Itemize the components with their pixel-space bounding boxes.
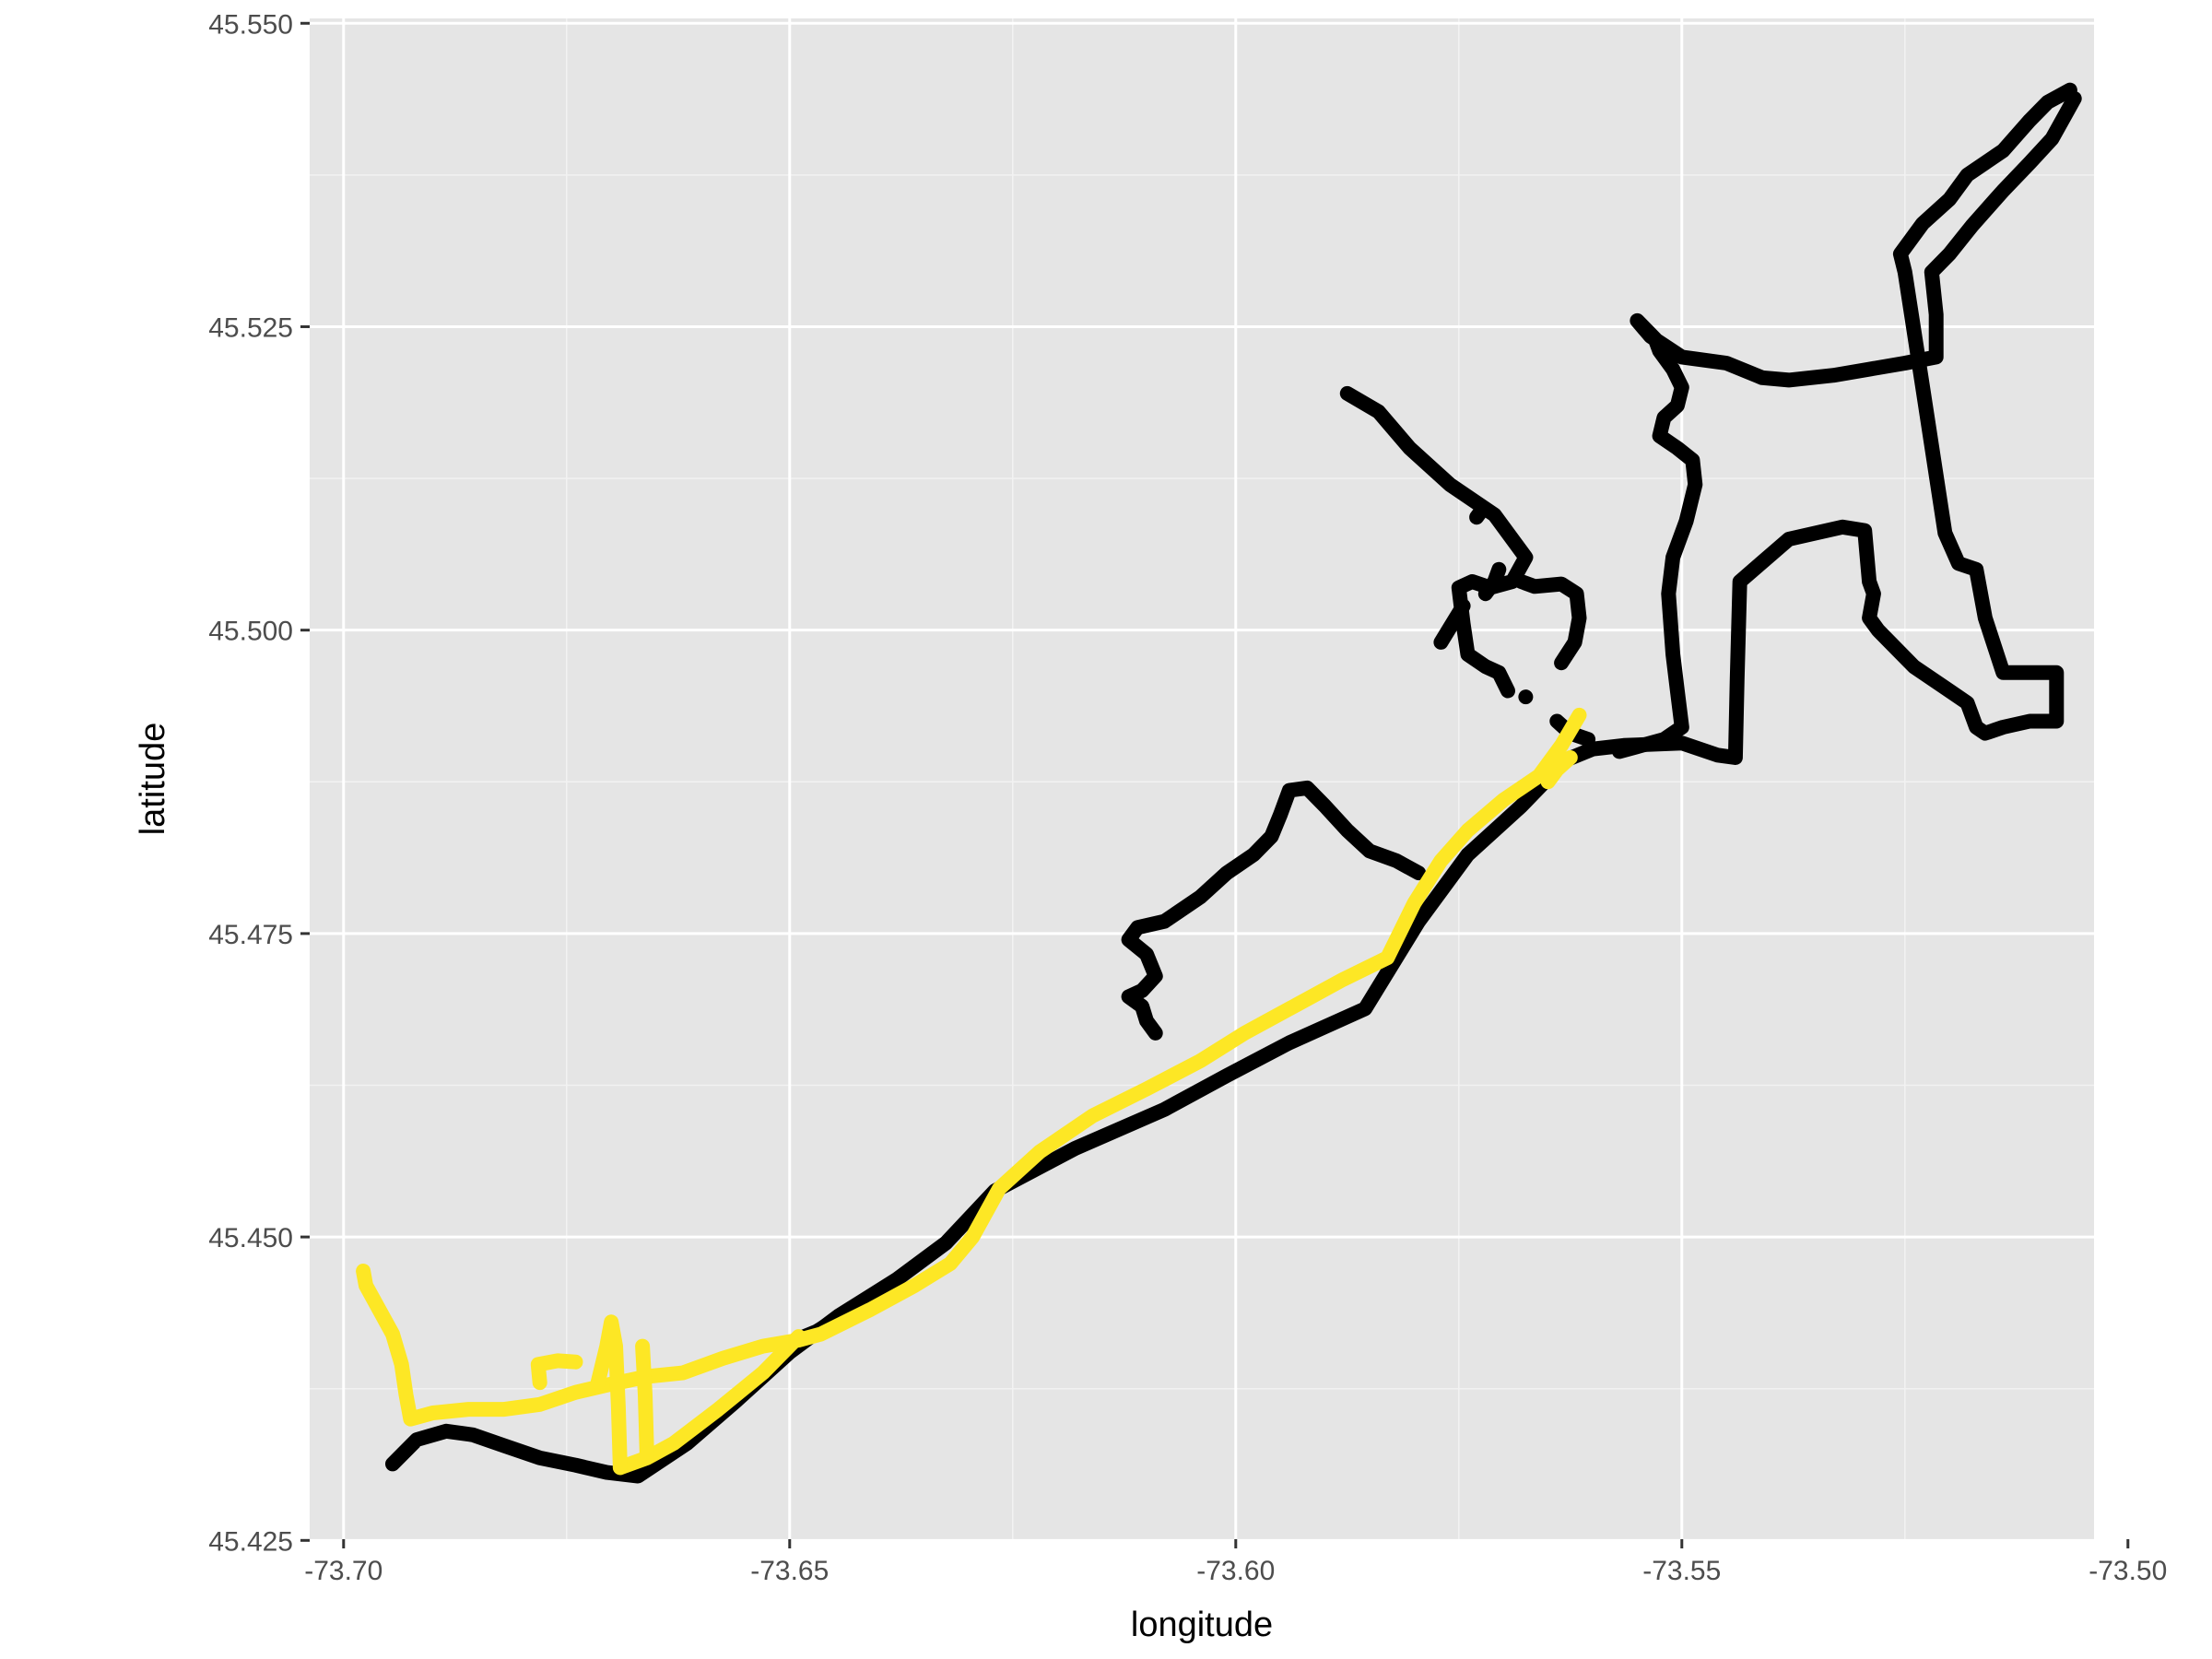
track-line — [1433, 598, 1471, 650]
y-tick-label: 45.425 — [208, 1526, 293, 1557]
y-tick-label: 45.500 — [208, 617, 293, 647]
x-axis-title: longitude — [1131, 1606, 1273, 1644]
track-line — [530, 1353, 583, 1391]
track-line — [1513, 574, 1587, 671]
y-axis-title: latitude — [134, 723, 172, 836]
track-line — [1121, 780, 1427, 1041]
track-line — [1612, 90, 2082, 759]
axes: -73.70 -73.65 -73.60 -73.55 -73.50 45.425 45.4… — [208, 9, 2167, 1586]
track-line — [1477, 561, 1507, 602]
track-line — [635, 1338, 654, 1464]
data-layer — [356, 82, 2082, 1484]
plot-panel — [310, 18, 2094, 1539]
track-line — [1469, 503, 1488, 525]
track-line — [590, 1314, 628, 1476]
track-line — [356, 707, 1587, 1427]
track-line — [1540, 750, 1578, 790]
track-point — [1518, 689, 1534, 705]
gridlines — [310, 18, 2130, 1542]
x-tick-label: -73.65 — [750, 1556, 829, 1586]
y-tick-label: 45.475 — [208, 920, 293, 950]
series-1 — [356, 707, 1587, 1476]
x-tick-label: -73.55 — [1642, 1556, 1721, 1586]
y-tick-label: 45.525 — [208, 312, 293, 343]
x-tick-label: -73.50 — [2088, 1556, 2167, 1586]
x-tick-label: -73.70 — [304, 1556, 382, 1586]
y-tick-label: 45.450 — [208, 1223, 293, 1253]
x-tick-label: -73.60 — [1196, 1556, 1275, 1586]
y-tick-label: 45.550 — [208, 9, 293, 40]
